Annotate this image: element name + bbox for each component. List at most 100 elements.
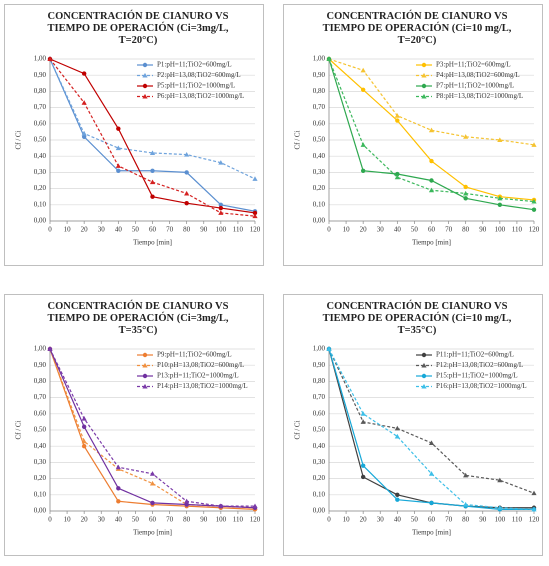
legend-marker <box>421 352 427 358</box>
marker <box>463 134 469 139</box>
y-tick-label: 0,50 <box>34 136 47 144</box>
y-tick-label: 0,20 <box>34 184 47 192</box>
x-tick-label: 60 <box>428 226 436 234</box>
y-tick-label: 0,50 <box>313 136 326 144</box>
x-tick-label: 60 <box>149 516 157 524</box>
marker <box>531 198 537 204</box>
marker <box>429 158 434 164</box>
x-tick-label: 40 <box>394 226 402 234</box>
chart: 0,00 0,10 0,20 0,30 0,40 0,50 0,60 0,70 0,80 0,90… <box>294 345 540 537</box>
marker <box>252 213 258 219</box>
y-axis-label: Cf / Ci <box>15 420 23 439</box>
x-tick-label: 100 <box>495 516 506 524</box>
marker <box>360 87 366 92</box>
x-tick-label: 30 <box>377 516 385 524</box>
legend-marker <box>142 93 148 99</box>
y-tick-label: 1,00 <box>313 345 326 353</box>
x-tick-label: 80 <box>183 226 191 234</box>
marker <box>150 168 155 173</box>
x-tick-label: 70 <box>166 226 174 234</box>
y-tick-label: 0,50 <box>313 426 326 434</box>
y-tick-label: 0,40 <box>34 442 47 450</box>
marker <box>252 210 258 216</box>
legend-label: P8:pH=13,08;TiO2=1000mg/L <box>436 92 523 100</box>
y-tick-label: 0,90 <box>313 361 326 369</box>
y-tick-label: 0,60 <box>313 409 326 417</box>
marker <box>115 145 121 151</box>
marker <box>184 190 190 196</box>
marker <box>326 56 332 61</box>
chart: 0,00 0,10 0,20 0,30 0,40 0,50 0,60 0,70 0,80 0,90… <box>294 55 540 247</box>
y-tick-label: 0,40 <box>34 152 47 160</box>
legend-label: P2:pH=13,08;TiO2=600mg/L <box>157 71 241 79</box>
x-tick-label: 60 <box>149 226 157 234</box>
marker <box>497 477 503 483</box>
legend-marker <box>142 62 148 68</box>
legend-marker <box>142 352 148 358</box>
legend-marker <box>142 373 148 379</box>
x-tick-label: 70 <box>445 226 453 234</box>
x-tick-label: 10 <box>64 226 72 234</box>
y-tick-label: 0,90 <box>34 361 47 369</box>
x-tick-label: 0 <box>327 516 331 524</box>
marker <box>81 424 87 429</box>
legend-marker <box>421 93 427 99</box>
chart-panel: 0,00 0,10 0,20 0,30 0,40 0,50 0,60 0,70 0,80 0,90… <box>283 294 543 556</box>
y-tick-label: 0,70 <box>313 393 326 401</box>
x-tick-label: 50 <box>411 516 419 524</box>
marker <box>360 463 366 468</box>
legend-label: P15:pH=11;TiO2=1000mg/L <box>436 372 518 380</box>
marker <box>218 503 224 509</box>
marker <box>184 502 189 507</box>
legend-marker <box>142 383 148 389</box>
marker <box>116 168 121 173</box>
y-tick-label: 0,00 <box>34 507 47 515</box>
marker <box>115 464 121 470</box>
x-tick-label: 110 <box>512 516 523 524</box>
marker <box>81 71 87 76</box>
y-axis-label: Cf / Ci <box>294 420 302 439</box>
legend-label: P7:pH=11;TiO2=1000mg/L <box>436 82 514 90</box>
x-tick-label: 60 <box>428 516 436 524</box>
marker <box>463 501 469 507</box>
legend-marker <box>142 72 148 78</box>
x-tick-label: 80 <box>183 516 191 524</box>
chart-title: CONCENTRACIÓN DE CIANURO VS TIEMPO DE OP… <box>322 11 512 46</box>
y-tick-label: 0,80 <box>313 87 326 95</box>
marker <box>150 500 155 506</box>
legend-label: P6:pH=13,08;TiO2=1000mg/L <box>157 92 244 100</box>
y-tick-label: 0,20 <box>34 474 47 482</box>
marker <box>149 480 156 486</box>
y-tick-label: 0,30 <box>34 168 47 176</box>
marker <box>497 505 503 510</box>
chart-panel: 0,00 0,10 0,20 0,30 0,40 0,50 0,60 0,70 0,80 0,90… <box>4 4 264 266</box>
marker <box>116 499 121 504</box>
marker <box>360 67 366 73</box>
legend-marker <box>142 83 148 89</box>
marker <box>497 137 503 142</box>
marker <box>81 134 87 139</box>
marker <box>429 500 434 506</box>
x-tick-label: 20 <box>360 226 368 234</box>
x-tick-label: 40 <box>115 226 123 234</box>
marker <box>150 194 155 199</box>
y-tick-label: 0,70 <box>34 393 47 401</box>
marker <box>149 179 156 185</box>
chart-title: CONCENTRACIÓN DE CIANURO VS TIEMPO DE OP… <box>47 11 229 46</box>
x-tick-label: 100 <box>216 516 227 524</box>
marker <box>497 202 503 207</box>
marker <box>149 471 156 476</box>
x-tick-label: 110 <box>233 226 244 234</box>
marker <box>184 498 190 504</box>
x-tick-label: 10 <box>64 516 72 524</box>
x-tick-label: 20 <box>360 516 368 524</box>
y-tick-label: 0,00 <box>313 507 326 515</box>
x-tick-label: 10 <box>343 226 351 234</box>
marker <box>47 346 53 351</box>
x-tick-label: 50 <box>132 516 140 524</box>
y-tick-label: 0,10 <box>34 200 47 208</box>
y-tick-label: 0,20 <box>313 474 326 482</box>
x-tick-label: 100 <box>495 226 506 234</box>
x-tick-label: 70 <box>445 516 453 524</box>
legend-label: P12:pH=13,08;TiO2=600mg/L <box>436 361 523 369</box>
